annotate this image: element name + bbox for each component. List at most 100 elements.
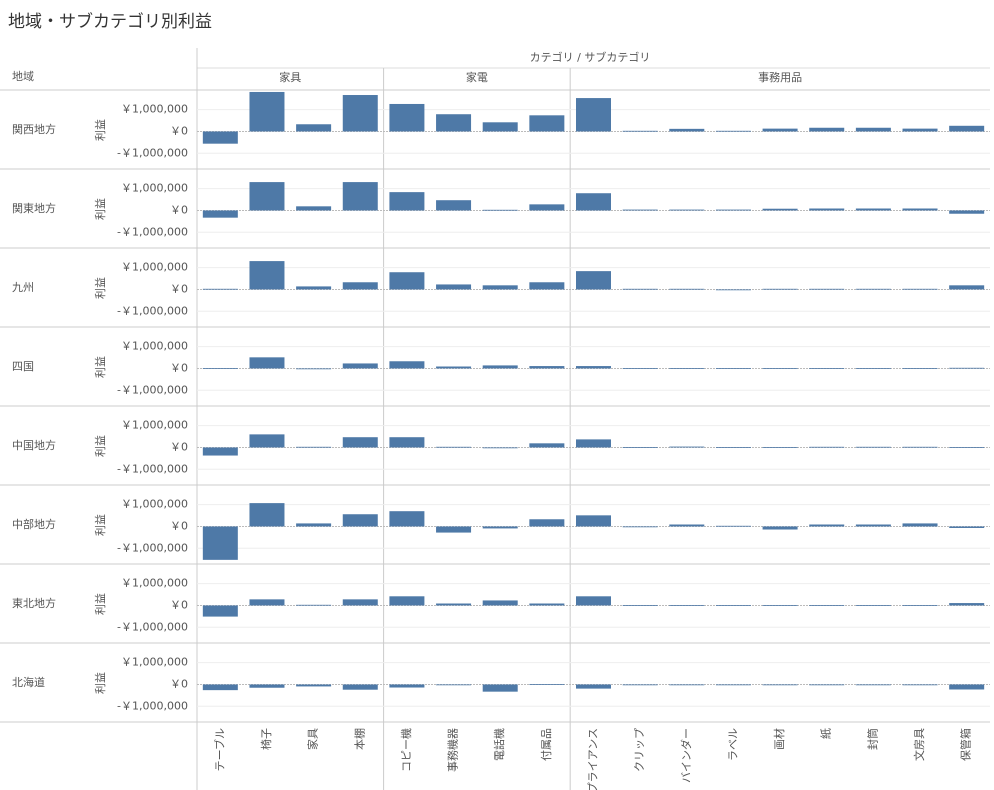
bar [529,603,565,606]
bar [296,684,332,687]
bar [249,503,285,527]
bar [855,524,891,527]
bar [342,282,378,290]
bar [529,204,565,211]
bar [669,605,705,606]
bar [296,523,332,527]
region-label: 中部地方 [12,517,56,531]
y-tick-label: ￥1,000,000 [121,103,188,116]
bar [389,103,425,132]
y-axis-title: 利益 [93,514,107,536]
bar [202,368,238,369]
bar [482,684,518,692]
y-tick-label: -￥1,000,000 [117,699,188,712]
y-tick-label: -￥1,000,000 [117,383,188,396]
bar [902,128,938,132]
bar [669,524,705,527]
bar [576,193,611,211]
x-tick-label: 保管箱 [959,728,973,761]
bar [715,289,751,291]
bar [436,603,472,606]
y-tick-label: -￥1,000,000 [117,146,188,159]
y-tick-label: ￥1,000,000 [121,340,188,353]
bar [249,684,285,688]
bar [342,684,378,690]
bar [296,368,332,370]
bar [762,684,798,686]
bar [436,526,472,533]
bar [949,447,985,448]
bar [715,684,751,686]
bar [855,127,891,132]
bar [576,366,611,369]
x-tick-label: 文房具 [912,728,926,761]
bar [855,684,891,686]
bar [715,447,751,448]
bar [715,605,751,606]
bar [389,437,425,448]
y-axis-title: 利益 [93,356,107,378]
bar [715,525,751,527]
y-tick-label: ￥0 [170,124,188,137]
bar [949,210,985,214]
x-tick-label: 事務機器 [446,728,460,772]
bar [622,288,658,290]
bar [622,130,658,132]
bar [762,288,798,290]
bar [715,368,751,369]
bar [529,115,565,132]
bar [296,124,332,132]
bar [249,182,285,211]
bar [436,446,472,448]
y-tick-label: ￥1,000,000 [121,656,188,669]
x-tick-label: 付属品 [540,728,553,761]
bar [389,361,425,369]
bar [389,596,425,606]
bar [669,209,705,211]
bar [342,363,378,369]
bar [949,367,985,369]
bar [855,288,891,290]
bar [482,122,518,132]
y-axis-title: 利益 [93,435,107,457]
y-tick-label: ￥1,000,000 [121,182,188,195]
bar [576,596,611,606]
x-tick-label: 本棚 [352,728,366,750]
bar [902,523,938,527]
bar [342,599,378,606]
bar [622,447,658,448]
y-tick-label: ￥0 [170,440,188,453]
bar [202,210,238,218]
bar [762,605,798,606]
bar [482,365,518,369]
chart-title: 地域・サブカテゴリ別利益 [8,11,212,32]
group-label: 家電 [466,70,488,84]
bar [715,209,751,211]
bar [249,261,285,290]
region-label: 関西地方 [12,122,56,136]
bar [296,604,332,606]
y-tick-label: ￥0 [170,361,188,374]
bar [669,368,705,369]
bar [715,130,751,132]
bar [296,286,332,290]
bar [202,131,238,144]
bar [809,684,845,686]
bar [389,272,425,290]
y-axis-title: 利益 [93,198,107,220]
bar [529,443,565,448]
bar [529,282,565,290]
bar [202,288,238,290]
bar [296,446,332,448]
bar [622,684,658,686]
group-label: 家具 [279,70,301,84]
bar [855,368,891,369]
bar [296,206,332,211]
y-tick-label: -￥1,000,000 [117,225,188,238]
y-tick-label: ￥0 [170,282,188,295]
bar [902,684,938,686]
bar [902,208,938,211]
bar [482,285,518,290]
bar [949,125,985,132]
